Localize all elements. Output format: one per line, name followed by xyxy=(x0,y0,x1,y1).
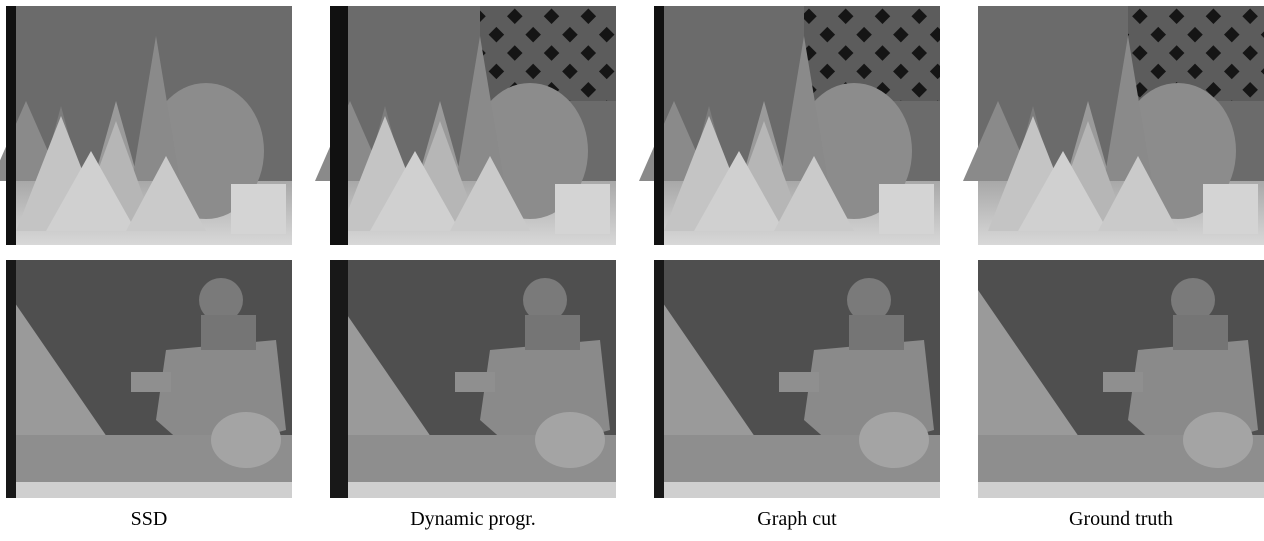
disparity-map xyxy=(6,260,292,498)
cup xyxy=(1203,184,1258,234)
cup xyxy=(879,184,934,234)
box-arm xyxy=(455,372,495,392)
page: SSDDynamic progr.Graph cutGround truth (… xyxy=(0,0,1264,536)
disparity-map xyxy=(330,260,616,498)
plant xyxy=(535,412,605,468)
occlusion xyxy=(330,260,348,498)
bear-body xyxy=(1173,315,1228,350)
caption: Graph cut xyxy=(757,508,837,530)
box-arm xyxy=(779,372,819,392)
disparity-map xyxy=(654,260,940,498)
bear-body xyxy=(849,315,904,350)
bear-body xyxy=(525,315,580,350)
plant xyxy=(211,412,281,468)
front xyxy=(330,482,616,498)
disparity-map xyxy=(978,260,1264,498)
plant xyxy=(859,412,929,468)
box-arm xyxy=(1103,372,1143,392)
plant xyxy=(1183,412,1253,468)
disparity-map xyxy=(963,6,1264,245)
occlusion xyxy=(654,260,664,498)
front xyxy=(978,482,1264,498)
bear-body xyxy=(201,315,256,350)
front xyxy=(654,482,940,498)
disparity-map xyxy=(315,6,616,245)
disparity-map xyxy=(639,6,940,245)
occlusion xyxy=(6,260,16,498)
occlusion xyxy=(6,6,16,245)
caption: SSD xyxy=(131,508,168,530)
front xyxy=(6,482,292,498)
occlusion xyxy=(654,6,664,245)
caption: Dynamic progr. xyxy=(410,508,536,530)
cup xyxy=(231,184,286,234)
disparity-map xyxy=(0,6,292,245)
caption: Ground truth xyxy=(1069,508,1173,530)
occlusion xyxy=(330,6,348,245)
figure: SSD Dynamic progr. Graph cut Ground truth xyxy=(0,0,1264,536)
cup xyxy=(555,184,610,234)
box-arm xyxy=(131,372,171,392)
